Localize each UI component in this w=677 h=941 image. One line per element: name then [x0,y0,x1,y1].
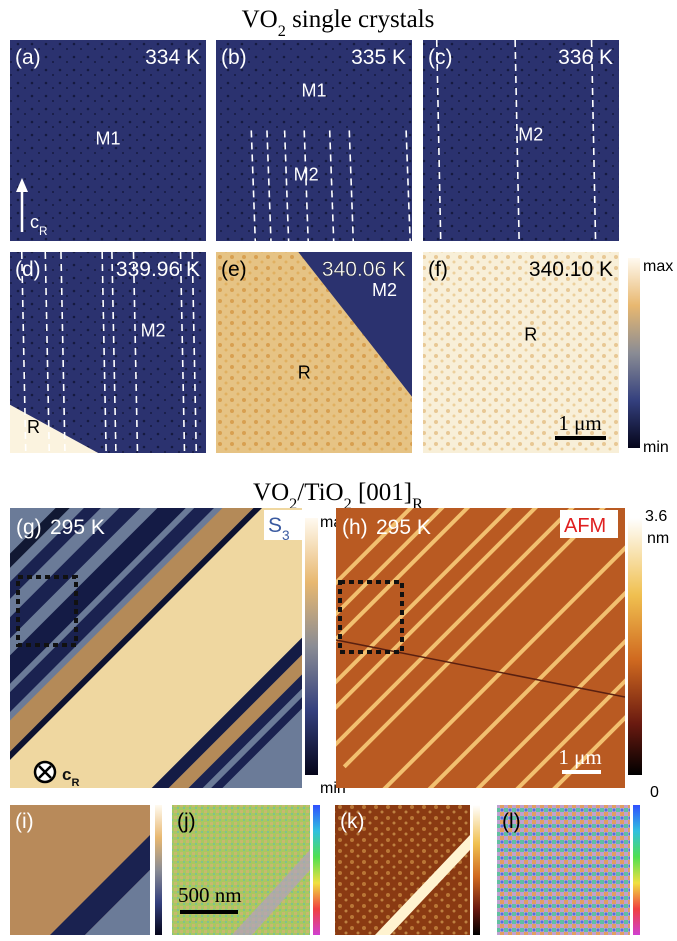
panel-label: (d) [15,258,41,281]
panel-label: (g) [16,516,42,539]
phase-label: R [298,363,311,383]
panel-label: (i) [15,810,34,833]
colorbar [313,805,320,935]
phase-label: M1 [95,129,120,149]
panel-label: (j) [177,810,196,833]
scale-bar-label: 1 μm [558,411,601,435]
panel-label: (e) [221,258,247,281]
colorbar-min: min [643,439,669,456]
colorbar [155,805,162,935]
colorbar-unit: nm [647,530,669,547]
temperature: 335 K [351,46,406,69]
panel-label: (b) [221,46,247,69]
colorbar-max: 3.6 [645,508,667,525]
text-part: /TiO [297,479,343,506]
text-part: 2 [278,22,286,40]
text-part: c [62,765,71,784]
text-part: R [39,225,47,238]
colorbar [628,258,640,448]
section-title: VO2/TiO2 [001]R [253,479,423,513]
text-part: VO [253,479,289,506]
text-part: [001] [352,479,412,506]
temperature: 334 K [145,46,200,69]
text-part: R [71,777,79,789]
temperature: 336 K [558,46,613,69]
colorbar-min: 0 [650,784,659,801]
panel-label: (h) [342,516,368,539]
phase-label: M2 [141,320,166,340]
scale-bar-label: 500 nm [178,883,242,907]
temperature: 340.10 K [529,258,613,281]
image-panel [216,40,412,241]
phase-label: R [524,324,537,344]
colorbar-max: max [643,258,673,275]
channel-label: AFM [564,515,606,537]
text-part: c [30,212,39,232]
phase-label: R [27,417,40,437]
temperature: 295 K [376,516,431,539]
text-part: single crystals [286,6,435,33]
text-part: S [268,514,282,537]
panel-label: (c) [428,46,453,69]
phase-label: M1 [301,80,326,100]
temperature: 340.06 K [322,258,406,281]
temperature: 295 K [50,516,105,539]
figure: VO2 single crystals(a)334 KM1(b)335 KM1M… [0,0,677,941]
text-part: 3 [282,528,290,543]
panel-label: (k) [340,810,365,833]
scale-bar-label: 1 μm [558,745,601,769]
panel-label: (f) [428,258,448,281]
image-texture [216,40,412,241]
section-title: VO2 single crystals [242,6,435,40]
colorbar [305,518,318,775]
colorbar [633,805,640,935]
panel-label: (a) [15,46,41,69]
colorbar [473,805,480,935]
phase-label: M2 [372,280,397,300]
text-part: AFM [564,515,606,537]
phase-label: M2 [294,165,319,185]
phase-label: M2 [518,125,543,145]
panel-label: (l) [502,810,521,833]
temperature: 339.96 K [116,258,200,281]
text-part: VO [242,6,278,33]
colorbar [628,518,642,775]
